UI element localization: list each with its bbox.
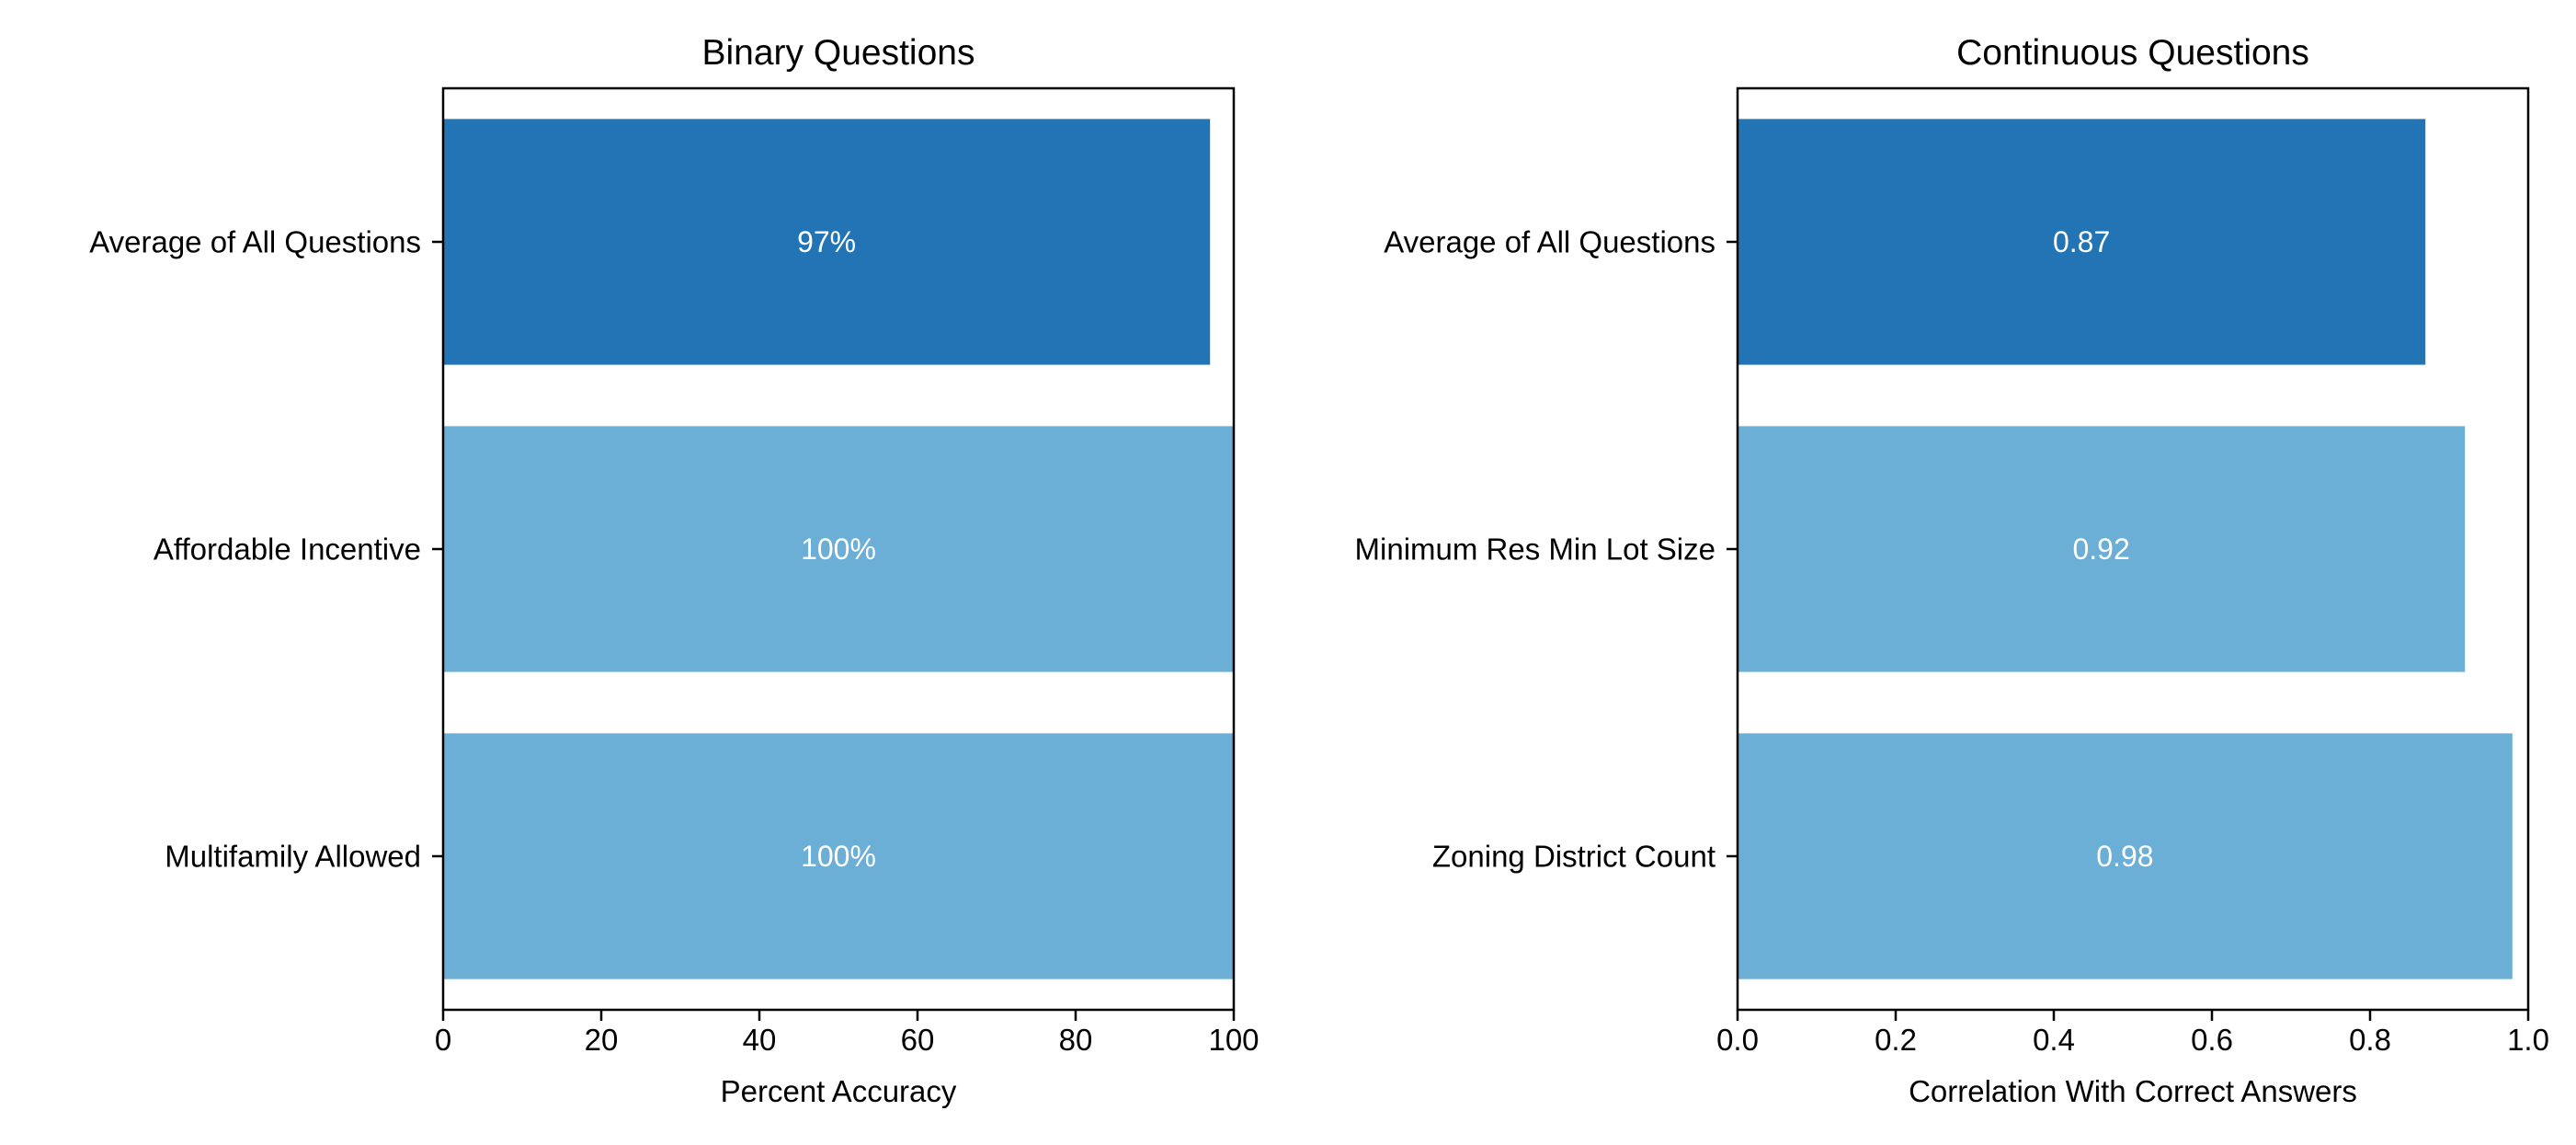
- chart-panel-1: 97% Average of All Questions 100% Affordabl…: [89, 33, 1259, 1108]
- chart-title: Continuous Questions: [1956, 33, 2309, 73]
- chart-title: Binary Questions: [702, 33, 975, 73]
- bar: [443, 733, 1234, 979]
- x-tick-label: 40: [743, 1023, 777, 1057]
- data-label: 100%: [801, 840, 876, 873]
- plot-frame: [1736, 86, 2530, 1012]
- bar: [1738, 119, 2426, 365]
- x-tick-label: 60: [901, 1023, 935, 1057]
- chart-panel-2: 0.87 Average of All Questions 0.92 Minimum …: [1355, 33, 2549, 1108]
- x-tick-label: 100: [1208, 1023, 1259, 1057]
- x-tick-label: 0.0: [1716, 1023, 1759, 1057]
- x-tick-label: 0.6: [2191, 1023, 2233, 1057]
- x-tick-label: 0.8: [2349, 1023, 2391, 1057]
- data-label: 0.92: [2072, 532, 2129, 566]
- y-tick-label: Multifamily Allowed: [165, 840, 421, 874]
- x-tick-label: 20: [585, 1023, 619, 1057]
- plot-frame: [441, 86, 1236, 1012]
- data-label: 0.98: [2096, 840, 2153, 873]
- x-tick-label: 0: [435, 1023, 451, 1057]
- x-tick-label: 0.4: [2033, 1023, 2075, 1057]
- bar: [443, 426, 1234, 672]
- x-axis-label: Percent Accuracy: [721, 1074, 957, 1108]
- y-tick-label: Minimum Res Min Lot Size: [1355, 532, 1715, 567]
- y-tick-label: Average of All Questions: [89, 225, 421, 259]
- x-axis-label: Correlation With Correct Answers: [1909, 1074, 2357, 1108]
- bar: [1738, 426, 2466, 672]
- x-tick-label: 80: [1059, 1023, 1093, 1057]
- y-tick-label: Zoning District Count: [1432, 840, 1715, 874]
- y-tick-label: Affordable Incentive: [154, 532, 421, 567]
- data-label: 0.87: [2053, 225, 2110, 258]
- bar: [1738, 733, 2513, 979]
- bar: [443, 119, 1211, 365]
- data-label: 97%: [797, 225, 856, 258]
- x-tick-label: 1.0: [2507, 1023, 2549, 1057]
- x-tick-label: 0.2: [1875, 1023, 1917, 1057]
- y-tick-label: Average of All Questions: [1384, 225, 1715, 259]
- data-label: 100%: [801, 532, 876, 566]
